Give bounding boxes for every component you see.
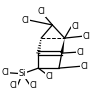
Text: Cl: Cl	[80, 62, 88, 71]
Text: Cl: Cl	[77, 48, 85, 57]
Polygon shape	[60, 38, 65, 53]
Text: Cl: Cl	[10, 81, 18, 90]
Text: Cl: Cl	[71, 22, 79, 31]
Text: Cl: Cl	[46, 72, 54, 81]
Text: Cl: Cl	[30, 81, 38, 90]
Text: Cl: Cl	[1, 68, 9, 77]
Text: Cl: Cl	[22, 16, 30, 25]
Text: Cl: Cl	[82, 32, 90, 41]
Text: Si: Si	[19, 69, 26, 78]
Text: Cl: Cl	[37, 7, 45, 16]
